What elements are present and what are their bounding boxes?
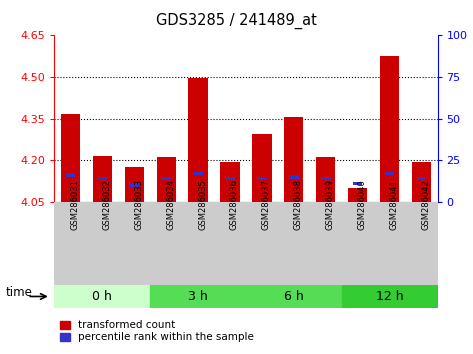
Bar xyxy=(380,56,399,202)
Bar xyxy=(257,177,267,180)
Bar xyxy=(321,177,331,180)
Legend: transformed count, percentile rank within the sample: transformed count, percentile rank withi… xyxy=(60,320,254,342)
Bar xyxy=(157,158,176,202)
Bar xyxy=(353,182,362,185)
Bar xyxy=(150,202,182,285)
Bar xyxy=(406,202,438,285)
Bar xyxy=(289,175,298,179)
Text: GSM286032: GSM286032 xyxy=(102,179,111,230)
Bar xyxy=(182,202,214,285)
Text: GSM286034: GSM286034 xyxy=(166,179,175,230)
Bar xyxy=(54,202,87,285)
Text: 0 h: 0 h xyxy=(92,290,112,303)
Text: GSM286039: GSM286039 xyxy=(326,179,335,230)
Bar xyxy=(342,285,438,308)
Text: GSM286038: GSM286038 xyxy=(294,179,303,230)
Text: GSM286036: GSM286036 xyxy=(230,179,239,230)
Bar xyxy=(374,202,406,285)
Text: GSM286033: GSM286033 xyxy=(134,179,143,230)
Bar xyxy=(125,167,144,202)
Text: GDS3285 / 241489_at: GDS3285 / 241489_at xyxy=(156,12,317,29)
Bar xyxy=(61,114,80,202)
Bar xyxy=(246,202,278,285)
Bar xyxy=(150,285,246,308)
Text: GSM286041: GSM286041 xyxy=(390,179,399,230)
Bar xyxy=(348,188,367,202)
Bar xyxy=(310,202,342,285)
Text: GSM286031: GSM286031 xyxy=(70,179,79,230)
Bar xyxy=(417,177,426,180)
Bar xyxy=(412,161,431,202)
Bar xyxy=(246,285,342,308)
Bar xyxy=(284,117,304,202)
Bar xyxy=(385,172,394,175)
Text: GSM286042: GSM286042 xyxy=(421,179,430,230)
Bar xyxy=(342,202,374,285)
Bar xyxy=(316,158,335,202)
Bar xyxy=(225,177,235,180)
Bar xyxy=(278,202,310,285)
Bar xyxy=(189,78,208,202)
Bar xyxy=(220,161,240,202)
Text: GSM286037: GSM286037 xyxy=(262,179,271,230)
Bar xyxy=(87,202,118,285)
Bar xyxy=(161,177,171,180)
Bar xyxy=(54,285,150,308)
Text: time: time xyxy=(6,286,33,299)
Bar xyxy=(193,172,203,175)
Bar xyxy=(97,177,107,180)
Bar xyxy=(253,134,272,202)
Bar xyxy=(214,202,246,285)
Bar xyxy=(118,202,150,285)
Bar xyxy=(93,156,112,202)
Bar xyxy=(66,173,75,177)
Text: GSM286035: GSM286035 xyxy=(198,179,207,230)
Text: 6 h: 6 h xyxy=(284,290,304,303)
Text: 3 h: 3 h xyxy=(188,290,208,303)
Text: GSM286040: GSM286040 xyxy=(358,179,367,230)
Bar xyxy=(130,183,139,187)
Text: 12 h: 12 h xyxy=(376,290,403,303)
